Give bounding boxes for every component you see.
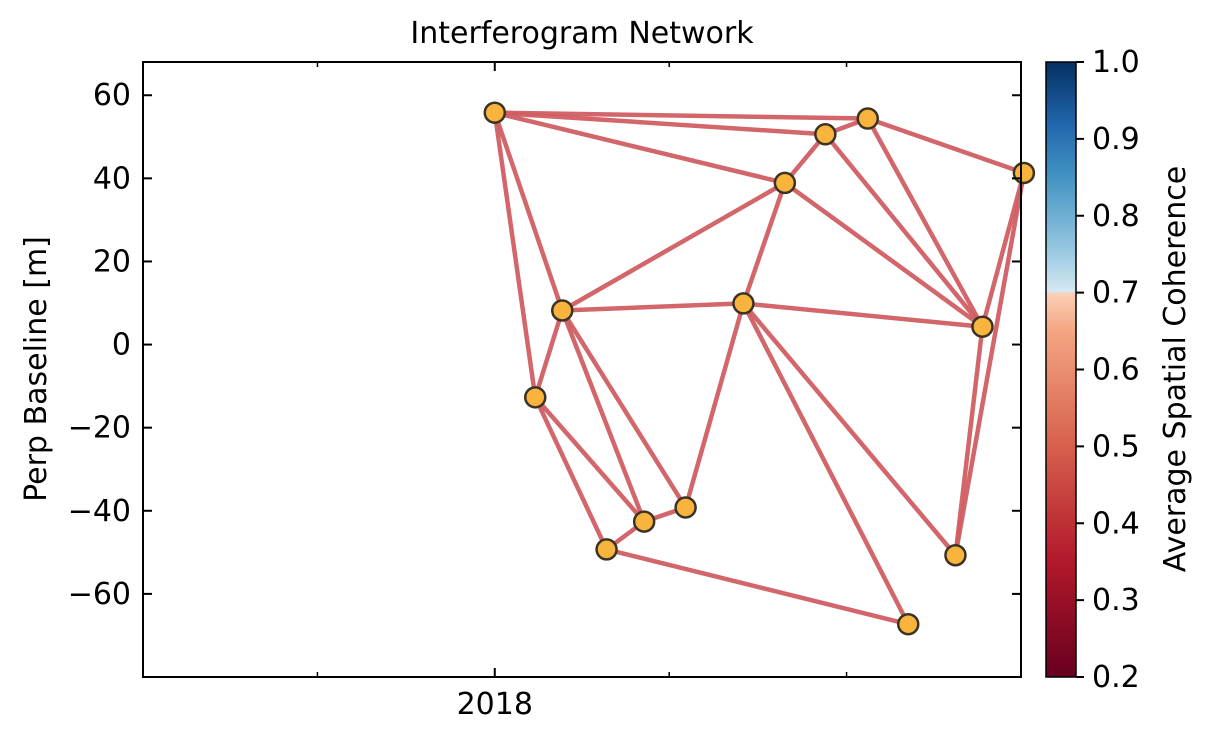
interferogram-edge [559,301,746,313]
acquisition-point [524,386,547,409]
interferogram-edges [492,110,1027,627]
y-tick-label: −40 [68,494,131,529]
interferogram-edge [741,301,911,627]
acquisition-point [674,496,697,519]
interferogram-edge [741,301,958,558]
interferogram-edge [559,180,788,313]
interferogram-edge [865,116,985,329]
y-tick-label: 20 [93,244,131,279]
interferogram-edge [492,110,538,400]
acquisition-point [773,171,797,195]
x-tick-label: 2018 [457,687,533,722]
colorbar [1045,61,1077,678]
colorbar-tick-label: 1.0 [1092,45,1140,80]
acquisition-point [1012,161,1036,185]
interferogram-edge [492,110,788,186]
colorbar-tick-label: 0.8 [1092,199,1140,234]
interferogram-edge [492,110,871,121]
colorbar-tick-label: 0.7 [1092,276,1140,311]
interferogram-edge [559,308,647,524]
plot-frame [142,61,1022,678]
interferogram-edge [533,395,647,524]
colorbar-tick-label: 0.2 [1092,660,1140,695]
colorbar-tick-label: 0.9 [1092,122,1140,157]
acquisition-markers [483,101,1036,636]
interferogram-edge [741,180,788,306]
interferogram-edge [533,308,565,400]
interferogram-edge [492,110,565,313]
acquisition-point [971,315,994,338]
acquisition-point [814,123,837,146]
interferogram-edge [492,110,828,137]
colorbar-ticks: 1.0 0.9 0.8 0.7 0.6 0.5 0.4 0.3 0.2 [1076,45,1140,695]
acquisition-point [856,107,880,130]
acquisition-point [732,292,755,315]
interferogram-edge [604,547,911,627]
y-axis-ticks: 60 40 20 0 −20 −40 −60 [68,78,1021,612]
y-tick-label: −20 [68,411,131,446]
y-axis-label: Perp Baseline [m] [19,236,54,502]
colorbar-tick-label: 0.5 [1092,429,1140,464]
interferogram-edge [823,132,985,329]
y-tick-label: −60 [68,577,131,612]
interferogram-edge [953,324,985,558]
y-tick-label: 0 [112,328,131,363]
y-tick-label: 60 [93,78,131,113]
acquisition-point [595,538,618,561]
interferogram-edge [559,308,688,510]
y-tick-label: 40 [93,161,131,196]
interferogram-edge [782,180,985,329]
acquisition-point [944,543,967,567]
interferogram-edge [683,301,746,510]
colorbar-label: Average Spatial Coherence [1158,166,1193,572]
interferogram-edge [533,395,609,552]
interferogram-edge [865,116,1027,176]
acquisition-point [550,299,574,322]
colorbar-tick-label: 0.3 [1092,583,1140,618]
x-axis-ticks: 2018 [316,62,1022,722]
interferogram-edge [953,170,1027,558]
acquisition-point [632,510,656,533]
colorbar-tick-label: 0.6 [1092,353,1140,388]
interferogram-edge [980,170,1027,329]
chart-title: Interferogram Network [410,16,754,51]
interferogram-edge [741,301,985,329]
acquisition-point [896,612,920,636]
colorbar-tick-label: 0.4 [1092,506,1140,541]
acquisition-point [483,101,507,124]
